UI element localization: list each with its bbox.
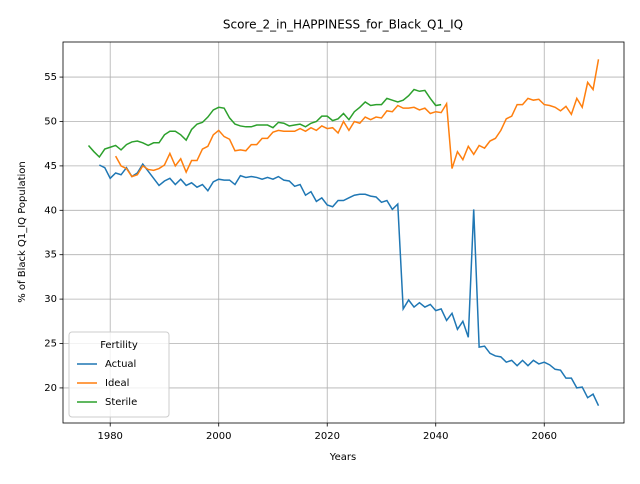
x-axis-label: Years [329, 452, 356, 463]
legend-label: Sterile [105, 397, 137, 408]
x-tick-label: 2060 [532, 431, 557, 442]
legend-label: Ideal [105, 378, 129, 389]
chart-title: Score_2_in_HAPPINESS_for_Black_Q1_IQ [223, 18, 463, 32]
x-tick-label: 2020 [314, 431, 339, 442]
y-tick-label: 30 [44, 294, 57, 305]
series-line [114, 59, 600, 178]
plot-frame [62, 41, 625, 424]
y-axis-label: % of Black Q1_IQ Population [17, 161, 28, 303]
y-tick-label: 25 [44, 339, 57, 350]
series-line [99, 162, 600, 406]
x-tick-label: 2000 [206, 431, 231, 442]
legend-title: Fertility [100, 340, 138, 351]
legend: Fertility Actual Ideal Sterile [68, 331, 170, 418]
y-tick-label: 55 [44, 72, 57, 83]
y-tick-label: 50 [44, 116, 57, 127]
y-tick-label: 35 [44, 250, 57, 261]
x-tick-label: 2040 [423, 431, 448, 442]
y-tick-label: 40 [44, 205, 57, 216]
legend-box [68, 331, 170, 418]
y-tick-label: 45 [44, 161, 57, 172]
series-line [87, 88, 442, 159]
y-tick-label: 20 [44, 383, 57, 394]
x-tick-label: 1980 [97, 431, 122, 442]
legend-label: Actual [105, 359, 136, 370]
